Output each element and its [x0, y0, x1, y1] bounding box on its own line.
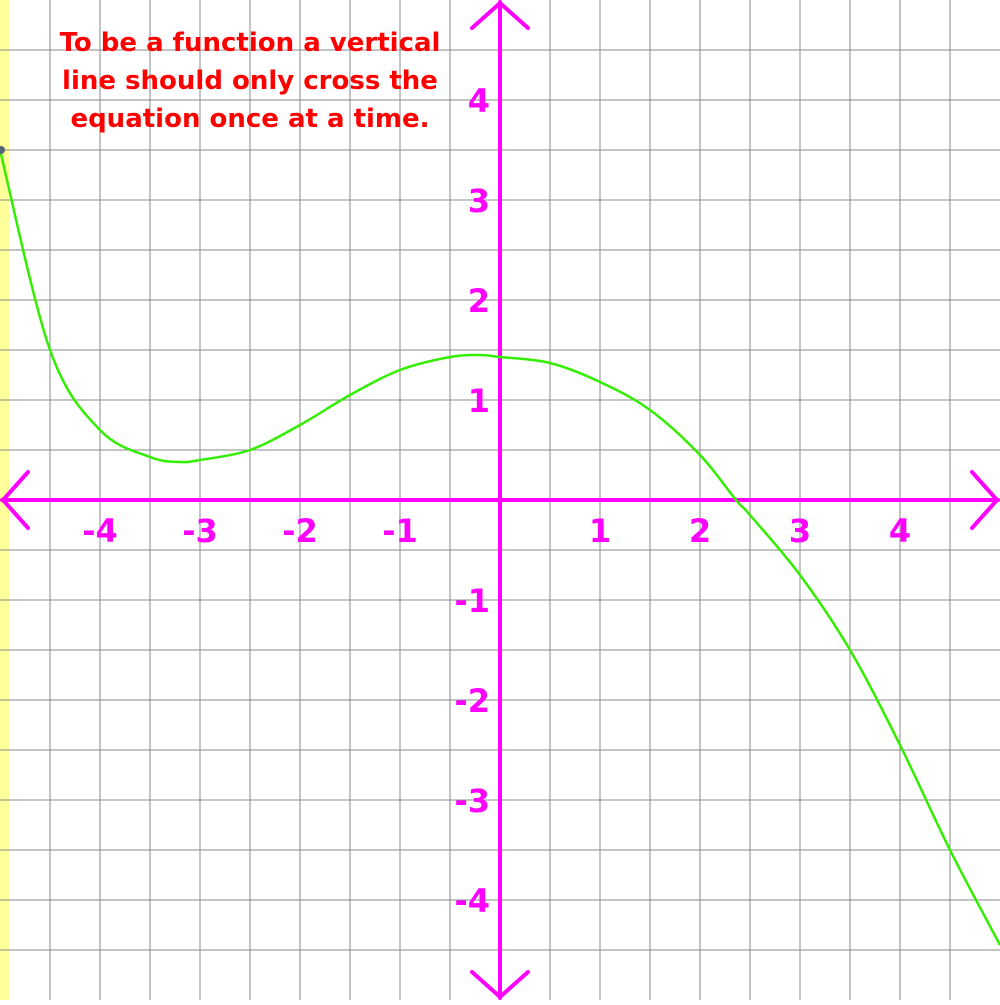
- note-line-2: line should only cross the: [62, 66, 438, 96]
- y-tick-label: -2: [454, 682, 490, 720]
- x-tick-label: 4: [889, 512, 911, 550]
- tick-labels: -4 -3 -2 -1 1 2 3 4 4 3 2 1 -1 -2 -3 -4: [82, 82, 911, 920]
- function-curve: [0, 149, 1000, 946]
- x-axis-right-arrow: [970, 470, 1000, 530]
- curve-start-point: [0, 146, 5, 154]
- x-tick-label: 1: [589, 512, 611, 550]
- y-tick-label: 1: [468, 382, 490, 420]
- y-tick-label: 3: [468, 182, 490, 220]
- x-tick-label: -3: [182, 512, 218, 550]
- x-tick-label: 2: [689, 512, 711, 550]
- x-axis-left-arrow: [0, 470, 30, 530]
- y-axis-top-arrow: [470, 0, 530, 30]
- y-axis-bottom-arrow: [470, 970, 530, 1000]
- y-tick-label: -4: [454, 882, 490, 920]
- y-tick-label: 2: [468, 282, 490, 320]
- note-line-1: To be a function a vertical: [59, 28, 441, 58]
- x-tick-label: 3: [789, 512, 811, 550]
- y-tick-label: 4: [468, 82, 490, 120]
- x-tick-label: -4: [82, 512, 118, 550]
- note-line-3: equation once at a time.: [70, 104, 430, 134]
- function-curve-layer: [0, 146, 1000, 946]
- y-tick-label: -3: [454, 782, 490, 820]
- x-tick-label: -2: [282, 512, 318, 550]
- x-tick-label: -1: [382, 512, 418, 550]
- y-tick-label: -1: [454, 582, 490, 620]
- vertical-line-test-note: To be a function a vertical line should …: [30, 24, 470, 138]
